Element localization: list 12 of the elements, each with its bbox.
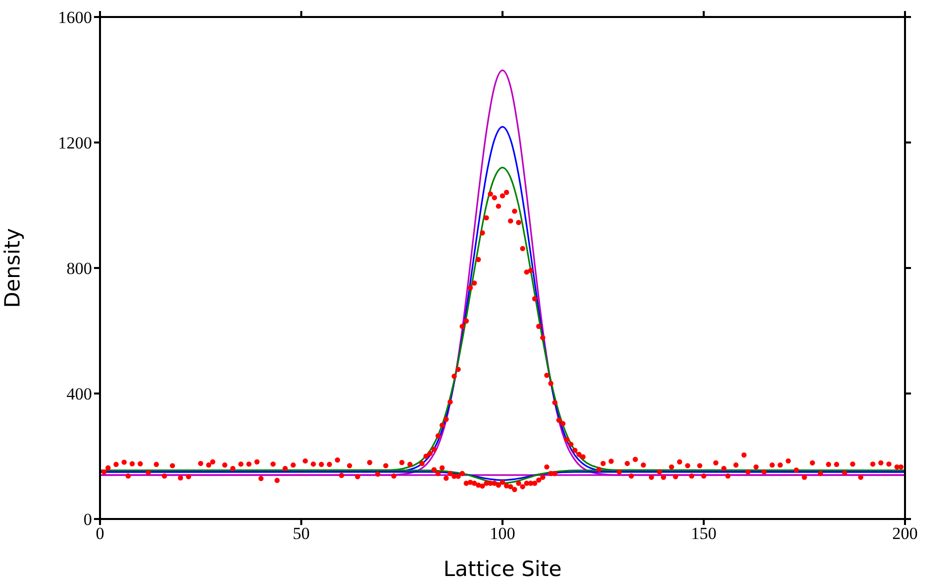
y-tick-label: 800: [66, 259, 92, 278]
x-axis-title: Lattice Site: [443, 557, 562, 581]
y-tick-label: 1600: [58, 8, 92, 28]
x-tick-label: 200: [892, 524, 918, 544]
y-axis-title: Density: [0, 228, 24, 308]
x-tick-label: 50: [292, 524, 310, 544]
y-tick-label: 400: [66, 384, 92, 404]
y-tick-label: 0: [84, 510, 92, 530]
y-tick-label: 1200: [58, 134, 92, 153]
x-tick-label: 150: [691, 524, 716, 544]
x-tick-label: 100: [490, 524, 516, 544]
x-tick-label: 0: [96, 524, 104, 544]
